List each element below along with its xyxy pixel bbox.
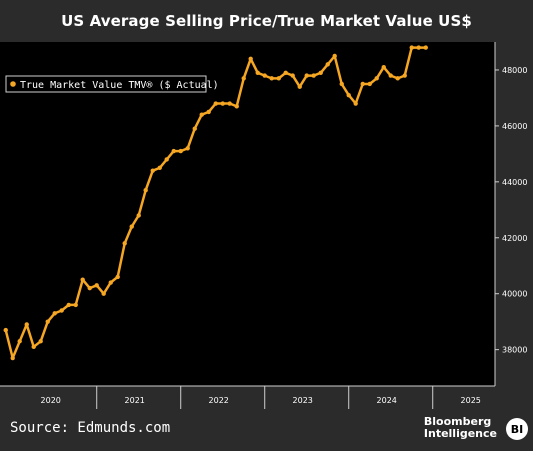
data-point [31, 344, 36, 350]
data-point [143, 188, 148, 193]
data-point [297, 84, 302, 89]
x-tick-label: 2021 [125, 396, 145, 405]
data-point [374, 76, 379, 81]
x-tick-label: 2022 [209, 396, 229, 405]
y-tick-label: 46000 [502, 122, 527, 131]
x-tick-label: 2025 [461, 396, 481, 405]
data-point [395, 76, 400, 81]
logo-line-2: Intelligence [423, 427, 497, 440]
y-tick-label: 42000 [502, 234, 527, 243]
logo-line-1: Bloomberg [423, 415, 492, 428]
data-point [3, 327, 8, 333]
y-tick-label: 38000 [502, 346, 527, 355]
footer: Source: Edmunds.com Bloomberg Intelligen… [0, 409, 533, 451]
data-point [332, 53, 337, 59]
data-point [353, 101, 358, 106]
bi-badge-icon: BI [506, 418, 528, 440]
data-point [269, 76, 274, 81]
data-point [101, 291, 106, 296]
data-point [129, 224, 134, 229]
data-point [136, 213, 141, 218]
data-point [262, 73, 267, 78]
data-point [367, 81, 372, 87]
x-tick-label: 2023 [293, 396, 313, 405]
y-tick-label: 40000 [502, 290, 527, 299]
data-point [227, 101, 232, 106]
legend-box [5, 75, 207, 93]
data-point [94, 283, 99, 288]
bloomberg-intelligence-logo: Bloomberg Intelligence [424, 416, 497, 440]
data-point [66, 302, 71, 308]
data-point [178, 148, 183, 154]
data-point [318, 70, 323, 75]
data-point [192, 126, 197, 131]
legend-marker [10, 81, 16, 87]
data-point [185, 146, 190, 151]
data-point [52, 311, 57, 316]
data-point [171, 148, 176, 154]
x-tick-label: 2024 [377, 396, 397, 405]
data-point [122, 241, 127, 246]
series-points [3, 45, 428, 361]
data-point [17, 339, 22, 344]
data-point [157, 165, 162, 171]
data-point [24, 322, 29, 327]
data-point [409, 45, 414, 50]
data-point [220, 101, 225, 106]
data-point [346, 92, 351, 98]
data-point [73, 302, 78, 308]
data-point [283, 70, 288, 75]
chart-title: US Average Selling Price/True Market Val… [0, 0, 533, 42]
data-point [423, 45, 428, 50]
data-point [80, 277, 85, 282]
data-point [115, 274, 120, 280]
legend: True Market Value TMV® ($ Actual) [5, 75, 219, 93]
y-tick-label: 48000 [502, 66, 527, 75]
data-point [304, 73, 309, 78]
source-note: Source: Edmunds.com [10, 420, 171, 436]
data-point [108, 280, 113, 285]
x-tick-label: 2020 [41, 396, 61, 405]
data-point [10, 355, 15, 361]
data-point [87, 285, 92, 291]
y-tick-label: 44000 [502, 178, 527, 187]
data-point [311, 73, 316, 78]
data-point [59, 308, 64, 313]
data-point [339, 81, 344, 87]
data-point [290, 73, 295, 78]
data-point [150, 168, 155, 173]
data-point [45, 319, 50, 324]
data-point [360, 81, 365, 87]
data-point [276, 76, 281, 81]
data-point [206, 109, 211, 115]
plot-background [0, 42, 495, 386]
data-point [255, 70, 260, 75]
data-point [234, 104, 239, 109]
data-point [241, 76, 246, 81]
data-point [213, 101, 218, 106]
data-point [416, 45, 421, 50]
legend-label: True Market Value TMV® ($ Actual) [20, 80, 219, 91]
x-axis-ticks: 2020 2021 2022 2023 2024 2025 [41, 386, 481, 409]
data-point [248, 56, 253, 61]
y-axis-ticks: 38000 40000 42000 44000 46000 48000 [495, 66, 527, 355]
data-point [381, 64, 386, 70]
data-point [164, 157, 169, 162]
data-point [199, 112, 204, 117]
data-point [388, 73, 393, 78]
data-point [402, 73, 407, 78]
data-point [38, 339, 43, 344]
data-point [325, 62, 330, 67]
